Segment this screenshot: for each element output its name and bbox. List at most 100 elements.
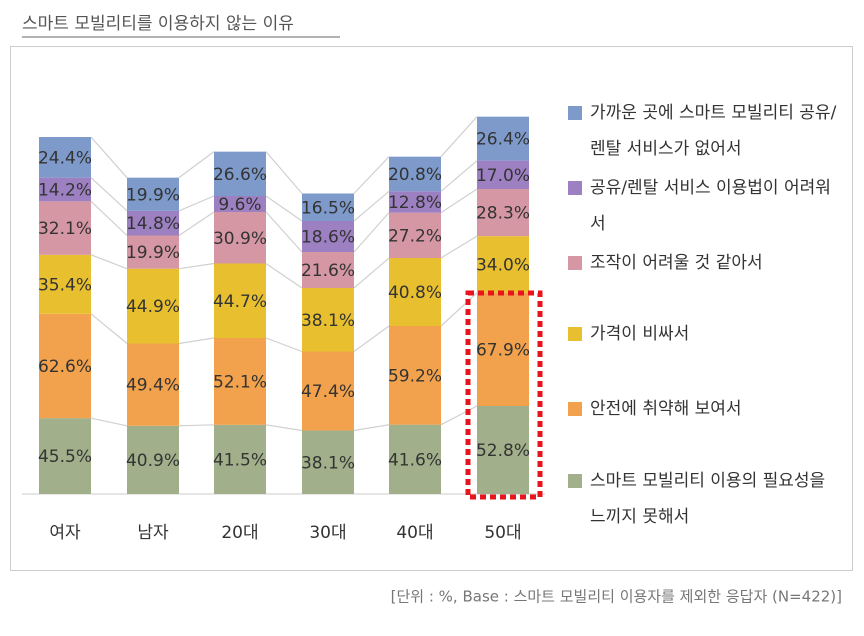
value-label: 59.2% bbox=[388, 366, 442, 386]
bar-segment bbox=[389, 258, 441, 326]
legend-swatch bbox=[568, 181, 582, 195]
legend-label: 가격이 비싸서 bbox=[590, 324, 690, 344]
connector bbox=[440, 188, 478, 214]
value-label: 26.4% bbox=[476, 130, 530, 150]
x-tick-label: 50대 bbox=[484, 523, 521, 543]
value-label: 21.6% bbox=[301, 261, 355, 281]
value-label: 44.9% bbox=[126, 297, 180, 317]
connector bbox=[178, 211, 215, 236]
value-label: 9.6% bbox=[218, 195, 261, 215]
x-tick-label: 30대 bbox=[309, 523, 346, 543]
legend-label: 가까운 곳에 스마트 모빌리티 공유/렌탈 서비스가 없어서 bbox=[590, 103, 837, 159]
value-label: 16.5% bbox=[301, 198, 355, 218]
connector bbox=[440, 116, 478, 158]
value-label: 28.3% bbox=[476, 204, 530, 224]
bar-segment bbox=[302, 430, 354, 494]
bar-segment bbox=[39, 254, 91, 314]
value-label: 35.4% bbox=[38, 275, 92, 295]
value-label: 67.9% bbox=[476, 340, 530, 360]
value-label: 38.1% bbox=[301, 311, 355, 331]
x-tick-label: 20대 bbox=[221, 523, 258, 543]
bar-segment bbox=[214, 212, 266, 264]
bar-segment bbox=[39, 177, 91, 202]
connector bbox=[178, 337, 215, 345]
connector bbox=[90, 177, 128, 212]
value-label: 18.6% bbox=[301, 228, 355, 248]
connector bbox=[90, 313, 128, 344]
connector bbox=[353, 190, 390, 222]
value-label: 62.6% bbox=[38, 357, 92, 377]
highlight-box bbox=[465, 290, 543, 500]
bar-segment bbox=[389, 424, 441, 494]
connector bbox=[440, 292, 478, 327]
bar-segment bbox=[477, 189, 529, 237]
value-label: 26.6% bbox=[213, 165, 267, 185]
connector bbox=[353, 424, 390, 432]
bar-segment bbox=[302, 288, 354, 352]
bar-segment bbox=[214, 263, 266, 338]
bar-segment bbox=[127, 210, 179, 236]
bar-segment bbox=[214, 424, 266, 494]
value-label: 52.8% bbox=[476, 441, 530, 461]
connector bbox=[353, 325, 390, 352]
connector bbox=[265, 195, 303, 222]
bar-segment bbox=[39, 137, 91, 178]
value-label: 40.8% bbox=[388, 283, 442, 303]
bar-segment bbox=[477, 236, 529, 293]
bar-segment bbox=[389, 326, 441, 425]
connector bbox=[353, 212, 390, 253]
connector bbox=[440, 160, 478, 192]
connector bbox=[90, 417, 128, 427]
value-label: 40.9% bbox=[126, 451, 180, 471]
value-label: 41.6% bbox=[388, 450, 442, 470]
connector bbox=[265, 263, 303, 289]
connector bbox=[178, 424, 215, 427]
connector bbox=[353, 257, 390, 289]
bar-segment bbox=[477, 406, 529, 494]
value-label: 32.1% bbox=[38, 219, 92, 239]
connector bbox=[265, 424, 303, 432]
value-label: 20.8% bbox=[388, 165, 442, 185]
legend-label: 공유/렌탈 서비스 이용법이 어려워서 bbox=[590, 178, 831, 234]
connector bbox=[440, 235, 478, 259]
value-label: 34.0% bbox=[476, 256, 530, 276]
bar-segment bbox=[214, 196, 266, 212]
bar-segment bbox=[477, 160, 529, 189]
x-tick-label: 40대 bbox=[396, 523, 433, 543]
connector bbox=[265, 151, 303, 194]
chart-title: 스마트 모빌리티를 이용하지 않는 이유 bbox=[22, 14, 294, 34]
value-label: 49.4% bbox=[126, 376, 180, 396]
value-label: 12.8% bbox=[388, 193, 442, 213]
value-label: 38.1% bbox=[301, 453, 355, 473]
value-label: 52.1% bbox=[213, 372, 267, 392]
connector bbox=[178, 262, 215, 270]
bar-segment bbox=[389, 191, 441, 213]
value-label: 14.2% bbox=[38, 181, 92, 201]
legend-swatch bbox=[568, 402, 582, 416]
bar-segment bbox=[477, 292, 529, 406]
value-label: 27.2% bbox=[388, 226, 442, 246]
bar-segment bbox=[302, 221, 354, 252]
value-label: 47.4% bbox=[301, 382, 355, 402]
bar-segment bbox=[127, 235, 179, 269]
bar-segment bbox=[127, 343, 179, 426]
connector bbox=[265, 337, 303, 353]
bar-segment bbox=[39, 313, 91, 419]
legend-swatch bbox=[568, 327, 582, 341]
chart-frame bbox=[10, 46, 853, 571]
connector bbox=[440, 405, 478, 426]
bar-segment bbox=[389, 156, 441, 192]
value-label: 19.9% bbox=[126, 243, 180, 263]
value-label: 24.4% bbox=[38, 148, 92, 168]
x-tick-label: 여자 bbox=[49, 523, 81, 543]
connector bbox=[90, 254, 128, 270]
connector bbox=[265, 211, 303, 253]
legend-label: 조작이 어려울 것 같아서 bbox=[590, 253, 763, 273]
legend-swatch bbox=[568, 256, 582, 270]
bar-segment bbox=[302, 252, 354, 288]
value-label: 30.9% bbox=[213, 229, 267, 249]
bar-segment bbox=[389, 212, 441, 258]
connector bbox=[178, 151, 215, 179]
